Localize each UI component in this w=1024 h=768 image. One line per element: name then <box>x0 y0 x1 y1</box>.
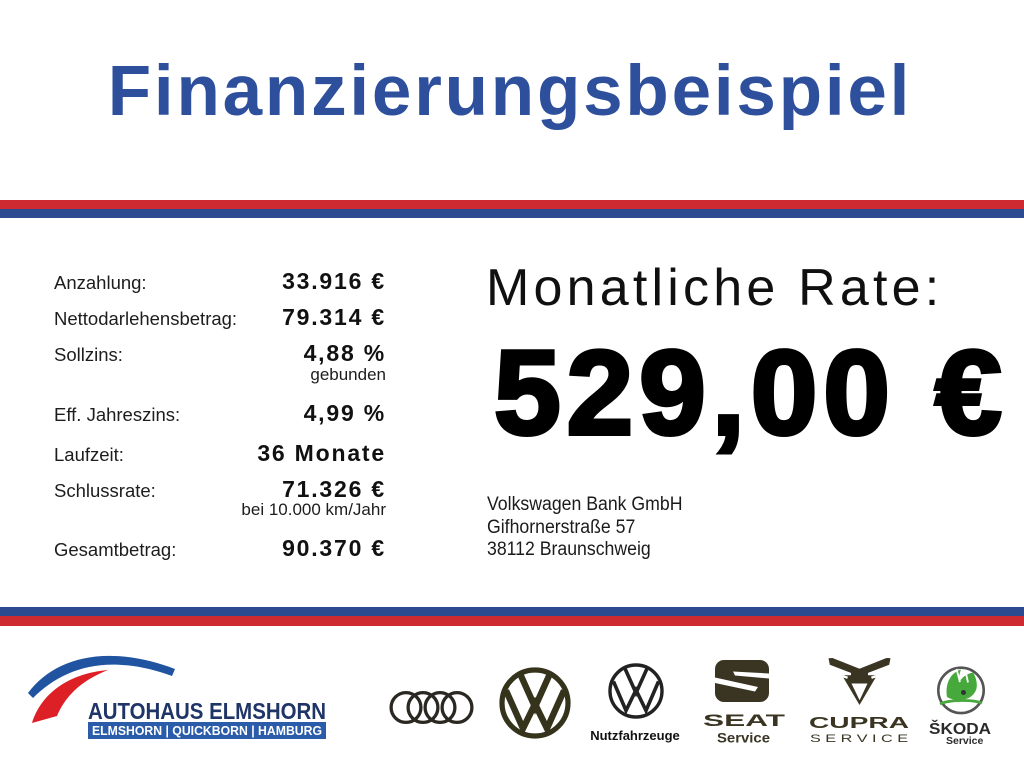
svg-text:SEAT: SEAT <box>703 711 786 730</box>
svg-text:AUTOHAUS ELMSHORN: AUTOHAUS ELMSHORN <box>88 698 326 724</box>
svg-text:Service: Service <box>946 735 984 747</box>
svg-text:CUPRA: CUPRA <box>809 715 910 732</box>
svg-text:S E R V I C E: S E R V I C E <box>810 733 908 745</box>
svg-text:ŠKODA: ŠKODA <box>929 719 991 738</box>
svg-text:ELMSHORN | QUICKBORN | HAMBURG: ELMSHORN | QUICKBORN | HAMBURG <box>92 724 322 738</box>
svg-text:Service: Service <box>717 730 770 746</box>
